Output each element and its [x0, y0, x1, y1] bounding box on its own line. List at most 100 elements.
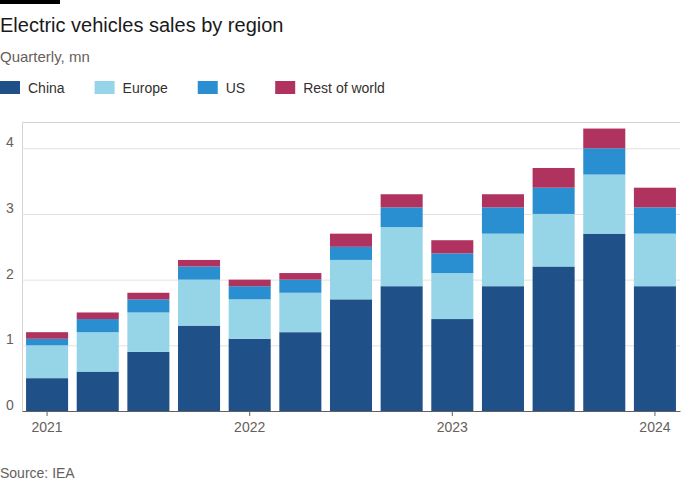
- bar: [634, 286, 676, 411]
- x-tick: [148, 411, 149, 416]
- x-tick: 2021: [31, 411, 62, 435]
- bar: [533, 188, 575, 214]
- x-tick-mark: [502, 411, 503, 416]
- y-axis-line: [23, 123, 681, 412]
- y-axis: 0 1 2 3 4: [6, 123, 680, 414]
- x-tick-mark: [553, 411, 554, 416]
- grid-line: [22, 148, 680, 149]
- bar: [482, 207, 524, 233]
- x-axis: 2021 2022 2023 2024: [23, 411, 681, 435]
- bar: [178, 267, 220, 280]
- bar: [26, 332, 68, 339]
- y-tick-label: 4: [6, 134, 14, 150]
- legend-item: Rest of world: [275, 80, 385, 96]
- legend-swatch: [95, 81, 115, 94]
- x-tick-mark: [452, 411, 453, 416]
- legend-item: China: [0, 80, 65, 96]
- bar: [77, 332, 119, 371]
- bar: [381, 207, 423, 227]
- y-tick: 3: [6, 200, 680, 216]
- bar: [583, 148, 625, 174]
- bar: [431, 319, 473, 411]
- bar: [583, 129, 625, 149]
- bar: [279, 332, 321, 411]
- bars: [26, 129, 676, 411]
- legend-label: China: [28, 80, 65, 96]
- bar: [279, 273, 321, 280]
- series-bars: [26, 175, 676, 379]
- bar: [178, 280, 220, 326]
- x-tick-mark: [148, 411, 149, 416]
- bar: [634, 188, 676, 208]
- y-tick: 4: [6, 134, 680, 150]
- x-tick-mark: [47, 411, 48, 416]
- grid-line: [22, 214, 680, 215]
- y-tick-label: 0: [6, 397, 14, 413]
- x-tick: [351, 411, 352, 416]
- title: Electric vehicles sales by region: [0, 14, 283, 36]
- subtitle: Quarterly, mn: [0, 48, 90, 65]
- x-tick-mark: [97, 411, 98, 416]
- bar: [26, 339, 68, 346]
- x-tick: [553, 411, 554, 416]
- bar: [178, 260, 220, 267]
- x-tick-mark: [249, 411, 250, 416]
- legend-label: Rest of world: [303, 80, 385, 96]
- bar: [583, 175, 625, 234]
- x-tick: [199, 411, 200, 416]
- bar: [431, 273, 473, 319]
- x-tick-label: 2024: [639, 419, 670, 435]
- x-tick-mark: [300, 411, 301, 416]
- bar: [330, 234, 372, 247]
- header-rule: [0, 0, 60, 4]
- source: Source: IEA: [0, 465, 75, 481]
- bar: [533, 214, 575, 267]
- grid-line: [22, 411, 680, 412]
- legend-label: US: [226, 80, 245, 96]
- bar: [279, 293, 321, 332]
- x-axis-line: [23, 411, 681, 412]
- bar: [634, 207, 676, 233]
- y-tick-label: 2: [6, 266, 14, 282]
- bar: [330, 247, 372, 260]
- bar: [583, 234, 625, 411]
- x-tick-label: 2023: [437, 419, 468, 435]
- x-tick: 2024: [639, 411, 670, 435]
- x-tick-mark: [654, 411, 655, 416]
- bar: [26, 378, 68, 411]
- x-tick-mark: [604, 411, 605, 416]
- bar: [482, 234, 524, 287]
- x-tick-mark: [199, 411, 200, 416]
- x-tick-mark: [401, 411, 402, 416]
- bar: [330, 299, 372, 411]
- x-tick-label: 2021: [31, 419, 62, 435]
- bar: [127, 293, 169, 300]
- bar: [381, 194, 423, 207]
- x-tick-label: 2022: [234, 419, 265, 435]
- bar: [533, 267, 575, 412]
- series-bars: [26, 148, 676, 345]
- bar: [77, 372, 119, 411]
- y-tick-label: 1: [6, 331, 14, 347]
- legend-item: US: [198, 80, 245, 96]
- bar: [330, 260, 372, 299]
- bar: [482, 286, 524, 411]
- bar: [381, 286, 423, 411]
- bar: [178, 326, 220, 411]
- legend: ChinaEuropeUSRest of world: [0, 80, 385, 96]
- x-tick: [300, 411, 301, 416]
- bar: [431, 253, 473, 273]
- bar: [127, 299, 169, 312]
- bar: [77, 319, 119, 332]
- x-tick-mark: [351, 411, 352, 416]
- x-tick: [97, 411, 98, 416]
- series-bars: [26, 234, 676, 411]
- bar: [634, 234, 676, 287]
- series-bars: [26, 129, 676, 339]
- bar: [229, 286, 271, 299]
- y-tick-label: 3: [6, 200, 14, 216]
- bar: [127, 312, 169, 351]
- bar: [229, 339, 271, 411]
- x-tick: [401, 411, 402, 416]
- bar: [229, 299, 271, 338]
